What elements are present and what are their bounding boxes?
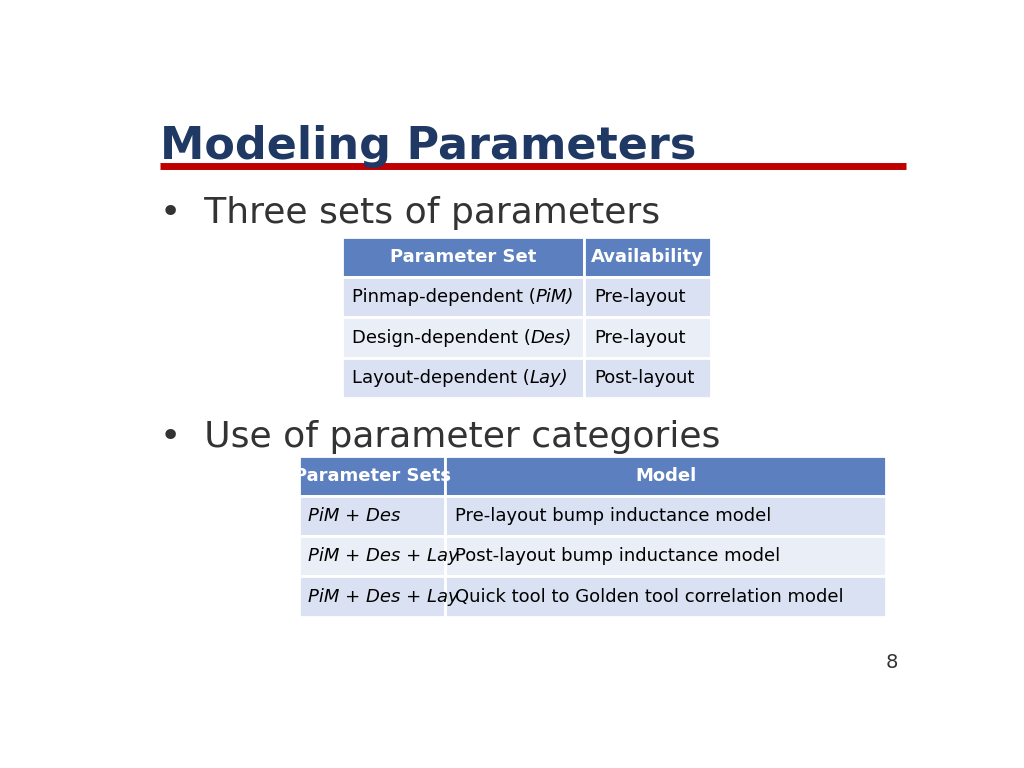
- FancyBboxPatch shape: [342, 358, 585, 398]
- Text: Modeling Parameters: Modeling Parameters: [160, 124, 696, 167]
- Text: Quick tool to Golden tool correlation model: Quick tool to Golden tool correlation mo…: [455, 588, 844, 606]
- FancyBboxPatch shape: [299, 577, 445, 617]
- Text: Parameter Sets: Parameter Sets: [294, 467, 451, 485]
- Text: Post-layout bump inductance model: Post-layout bump inductance model: [455, 548, 780, 565]
- Text: PiM + Des: PiM + Des: [308, 507, 400, 525]
- FancyBboxPatch shape: [299, 456, 445, 496]
- FancyBboxPatch shape: [342, 237, 585, 277]
- Text: Des): Des): [530, 329, 572, 346]
- Text: Pre-layout: Pre-layout: [594, 329, 685, 346]
- FancyBboxPatch shape: [585, 277, 712, 317]
- FancyBboxPatch shape: [585, 358, 712, 398]
- Text: Availability: Availability: [592, 248, 705, 266]
- FancyBboxPatch shape: [445, 536, 886, 577]
- Text: PiM + Des + Lay: PiM + Des + Lay: [308, 588, 459, 606]
- Text: Model: Model: [635, 467, 696, 485]
- FancyBboxPatch shape: [445, 456, 886, 496]
- FancyBboxPatch shape: [585, 237, 712, 277]
- Text: PiM): PiM): [536, 288, 573, 306]
- Text: •  Three sets of parameters: • Three sets of parameters: [160, 196, 659, 230]
- Text: Lay): Lay): [529, 369, 568, 387]
- FancyBboxPatch shape: [299, 496, 445, 536]
- Text: •  Use of parameter categories: • Use of parameter categories: [160, 420, 720, 455]
- Text: Pre-layout bump inductance model: Pre-layout bump inductance model: [455, 507, 771, 525]
- FancyBboxPatch shape: [445, 577, 886, 617]
- Text: Post-layout: Post-layout: [594, 369, 694, 387]
- FancyBboxPatch shape: [342, 277, 585, 317]
- FancyBboxPatch shape: [585, 317, 712, 358]
- Text: Design-dependent (: Design-dependent (: [352, 329, 530, 346]
- Text: Layout-dependent (: Layout-dependent (: [352, 369, 529, 387]
- FancyBboxPatch shape: [342, 317, 585, 358]
- Text: Parameter Set: Parameter Set: [390, 248, 537, 266]
- Text: Pre-layout: Pre-layout: [594, 288, 685, 306]
- FancyBboxPatch shape: [445, 496, 886, 536]
- Text: 8: 8: [886, 653, 898, 672]
- FancyBboxPatch shape: [299, 536, 445, 577]
- Text: Pinmap-dependent (: Pinmap-dependent (: [352, 288, 536, 306]
- Text: PiM + Des + Lay: PiM + Des + Lay: [308, 548, 459, 565]
